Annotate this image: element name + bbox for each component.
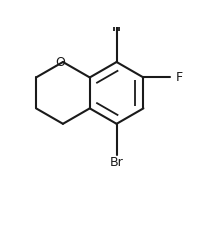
Text: O: O xyxy=(55,56,65,68)
Text: Br: Br xyxy=(110,156,124,168)
Text: N: N xyxy=(112,0,121,2)
Text: F: F xyxy=(175,71,182,84)
